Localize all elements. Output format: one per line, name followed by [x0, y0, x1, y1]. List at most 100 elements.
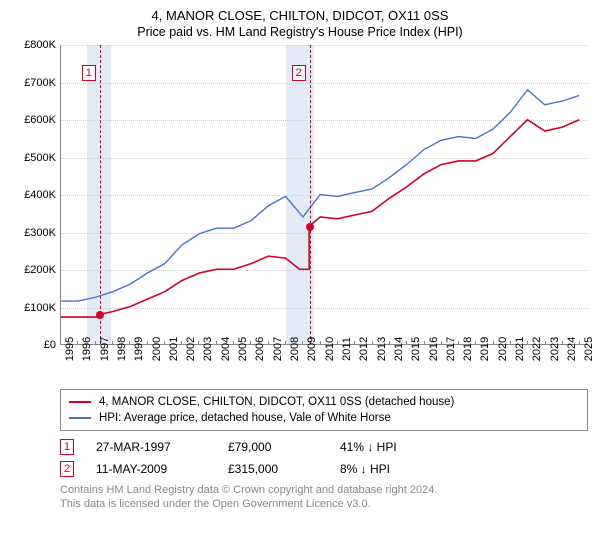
x-tick-label: 2024	[566, 337, 578, 361]
x-tick-mark	[181, 341, 182, 345]
x-tick-label: 2017	[445, 337, 457, 361]
y-tick-label: £100K	[24, 302, 56, 314]
x-tick-label: 2003	[202, 337, 214, 361]
y-tick-label: £400K	[24, 189, 56, 201]
x-tick-label: 1997	[99, 337, 111, 361]
x-tick-label: 2006	[254, 337, 266, 361]
x-tick-label: 2001	[168, 337, 180, 361]
legend-swatch	[69, 417, 91, 419]
x-tick-mark	[285, 341, 286, 345]
event-row: 211-MAY-2009£315,0008% ↓ HPI	[60, 461, 588, 477]
marker-line	[310, 45, 311, 344]
y-tick-label: £500K	[24, 152, 56, 164]
x-tick-label: 2005	[237, 337, 249, 361]
events-table: 127-MAR-1997£79,00041% ↓ HPI211-MAY-2009…	[60, 439, 588, 477]
x-tick-mark	[545, 341, 546, 345]
x-tick-mark	[372, 341, 373, 345]
x-tick-label: 2023	[549, 337, 561, 361]
y-tick-label: £800K	[24, 39, 56, 51]
legend-label: 4, MANOR CLOSE, CHILTON, DIDCOT, OX11 0S…	[99, 396, 454, 408]
x-tick-mark	[389, 341, 390, 345]
marker-line	[100, 45, 101, 344]
x-tick-mark	[95, 341, 96, 345]
x-tick-mark	[579, 341, 580, 345]
x-tick-mark	[164, 341, 165, 345]
event-price: £79,000	[228, 440, 318, 454]
x-tick-label: 2022	[531, 337, 543, 361]
y-tick-label: £300K	[24, 227, 56, 239]
x-tick-label: 2021	[514, 337, 526, 361]
page-title: 4, MANOR CLOSE, CHILTON, DIDCOT, OX11 0S…	[12, 8, 588, 23]
x-tick-mark	[268, 341, 269, 345]
x-tick-mark	[406, 341, 407, 345]
legend-row: 4, MANOR CLOSE, CHILTON, DIDCOT, OX11 0S…	[69, 394, 579, 410]
legend-swatch	[69, 401, 91, 403]
x-tick-label: 2015	[410, 337, 422, 361]
x-tick-mark	[354, 341, 355, 345]
x-tick-mark	[424, 341, 425, 345]
x-tick-mark	[320, 341, 321, 345]
x-tick-label: 1996	[81, 337, 93, 361]
x-tick-label: 2012	[358, 337, 370, 361]
marker-label: 2	[292, 65, 306, 81]
event-date: 27-MAR-1997	[96, 440, 206, 454]
marker-dot	[306, 223, 314, 231]
x-tick-label: 2019	[479, 337, 491, 361]
x-tick-label: 1998	[116, 337, 128, 361]
footnote-line: This data is licensed under the Open Gov…	[60, 497, 588, 511]
y-axis: £0£100K£200K£300K£400K£500K£600K£700K£80…	[12, 45, 60, 345]
x-tick-label: 2014	[393, 337, 405, 361]
x-tick-mark	[147, 341, 148, 345]
x-tick-mark	[562, 341, 563, 345]
x-tick-label: 2013	[376, 337, 388, 361]
x-tick-label: 2009	[306, 337, 318, 361]
x-tick-label: 2002	[185, 337, 197, 361]
y-tick-label: £700K	[24, 77, 56, 89]
x-tick-mark	[250, 341, 251, 345]
chart: £0£100K£200K£300K£400K£500K£600K£700K£80…	[12, 45, 588, 385]
x-axis: 1995199619971998199920002001200220032004…	[60, 345, 588, 385]
x-tick-label: 2008	[289, 337, 301, 361]
y-tick-label: £200K	[24, 264, 56, 276]
x-tick-mark	[216, 341, 217, 345]
y-tick-label: £0	[44, 339, 56, 351]
x-tick-label: 2025	[583, 337, 595, 361]
event-price: £315,000	[228, 462, 318, 476]
event-delta: 41% ↓ HPI	[340, 440, 397, 454]
legend: 4, MANOR CLOSE, CHILTON, DIDCOT, OX11 0S…	[60, 389, 588, 431]
legend-row: HPI: Average price, detached house, Vale…	[69, 410, 579, 426]
x-tick-label: 2018	[462, 337, 474, 361]
footnote-line: Contains HM Land Registry data © Crown c…	[60, 483, 588, 497]
x-tick-label: 2020	[497, 337, 509, 361]
x-tick-label: 2000	[151, 337, 163, 361]
x-tick-label: 2004	[220, 337, 232, 361]
event-date: 11-MAY-2009	[96, 462, 206, 476]
event-row: 127-MAR-1997£79,00041% ↓ HPI	[60, 439, 588, 455]
page-subtitle: Price paid vs. HM Land Registry's House …	[12, 25, 588, 39]
series-price_paid	[61, 120, 579, 317]
plot-area: 12	[60, 45, 588, 345]
x-tick-mark	[60, 341, 61, 345]
x-tick-mark	[198, 341, 199, 345]
x-tick-mark	[302, 341, 303, 345]
x-tick-mark	[493, 341, 494, 345]
x-tick-label: 1995	[64, 337, 76, 361]
x-tick-mark	[77, 341, 78, 345]
series-hpi	[61, 90, 579, 301]
x-tick-mark	[233, 341, 234, 345]
event-marker: 2	[60, 461, 74, 477]
x-tick-mark	[475, 341, 476, 345]
x-tick-mark	[458, 341, 459, 345]
x-tick-mark	[510, 341, 511, 345]
marker-label: 1	[82, 65, 96, 81]
x-tick-mark	[129, 341, 130, 345]
x-tick-mark	[112, 341, 113, 345]
marker-dot	[96, 311, 104, 319]
y-tick-label: £600K	[24, 114, 56, 126]
x-tick-label: 2016	[428, 337, 440, 361]
legend-label: HPI: Average price, detached house, Vale…	[99, 412, 391, 424]
x-tick-label: 2010	[324, 337, 336, 361]
footnote: Contains HM Land Registry data © Crown c…	[60, 483, 588, 512]
x-tick-mark	[337, 341, 338, 345]
x-tick-label: 2007	[272, 337, 284, 361]
